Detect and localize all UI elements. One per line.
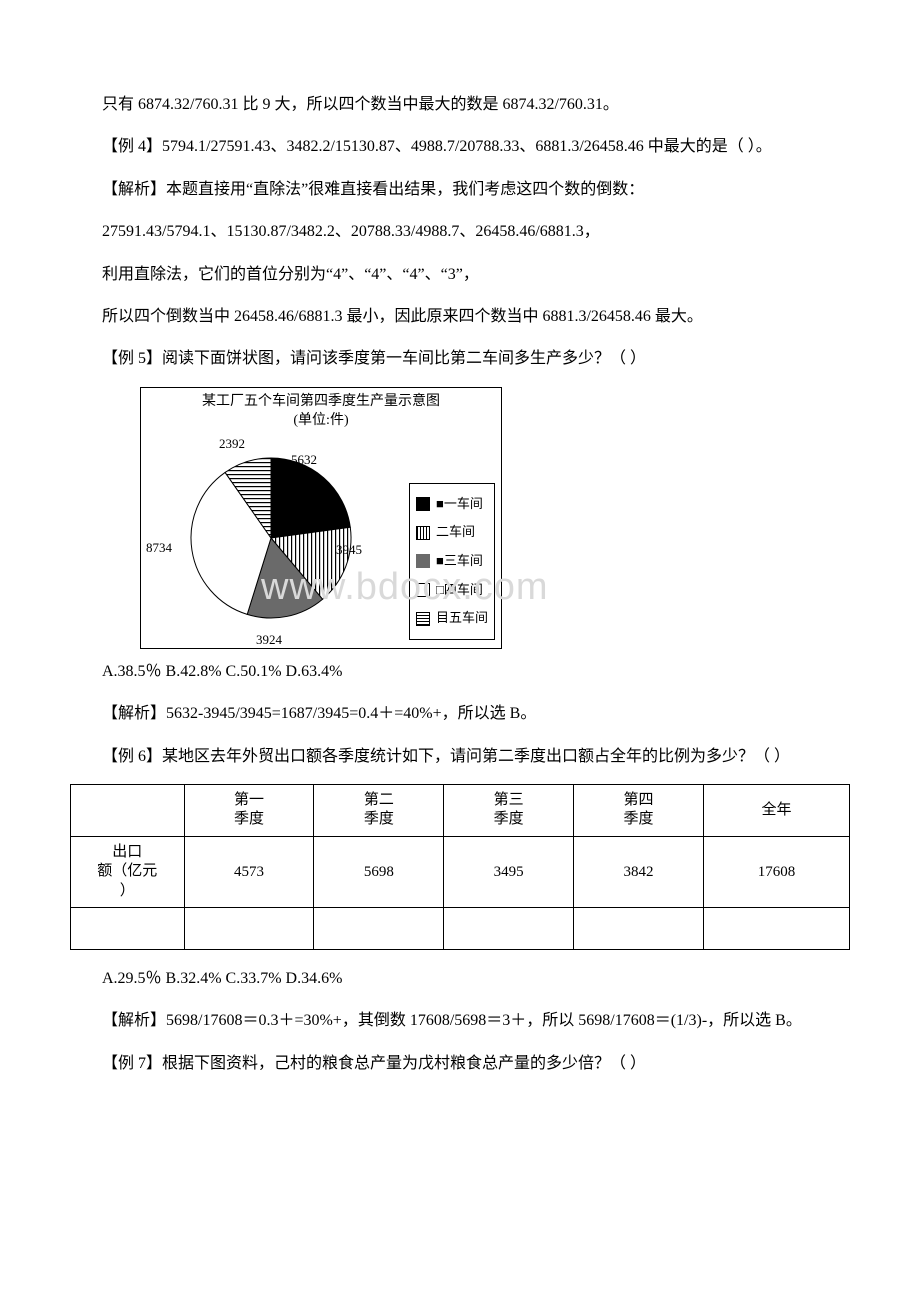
example-6: 【例 6】某地区去年外贸出口额各季度统计如下，请问第二季度出口额占全年的比例为多…: [70, 742, 850, 772]
analysis-6: 【解析】5698/17608＝0.3＋=30%+，其倒数 17608/5698＝…: [70, 1006, 850, 1036]
legend-row-3: ■三车间: [416, 549, 488, 574]
th-q3a: 第三: [494, 792, 524, 808]
pie-value-5: 2392: [219, 432, 245, 457]
legend-label-2: 二车间: [436, 520, 475, 545]
th-q3b: 季度: [494, 811, 524, 827]
cell-q1: 4573: [184, 836, 314, 908]
chart-title-line2: (单位:件): [293, 413, 348, 428]
swatch-white-icon: [416, 583, 430, 597]
legend-row-5: 目五车间: [416, 606, 488, 631]
th-q2a: 第二: [364, 792, 394, 808]
legend-label-5: 五车间: [449, 606, 488, 631]
analysis-4b: 27591.43/5794.1、15130.87/3482.2、20788.33…: [70, 217, 850, 247]
swatch-vstripe-icon: [416, 526, 430, 540]
row-label-l3: ）: [120, 883, 135, 899]
analysis-5: 【解析】5632-3945/3945=1687/3945=0.4＋=40%+，所…: [70, 699, 850, 729]
empty-cell: [314, 908, 444, 950]
example-4: 【例 4】5794.1/27591.43、3482.2/15130.87、498…: [70, 132, 850, 162]
cell-q4: 3842: [574, 836, 704, 908]
pie-value-3: 3924: [256, 628, 282, 653]
pie-value-2: 3945: [336, 538, 362, 563]
analysis-4d: 所以四个倒数当中 26458.46/6881.3 最小，因此原来四个数当中 68…: [70, 302, 850, 332]
pie-chart: 某工厂五个车间第四季度生产量示意图 (单位:件) 5632 3945 3924 …: [140, 387, 502, 649]
th-q4b: 季度: [623, 811, 653, 827]
th-q1a: 第一: [234, 792, 264, 808]
legend-row-1: ■一车间: [416, 492, 488, 517]
legend-label-1: 一车间: [444, 492, 483, 517]
empty-cell: [71, 908, 185, 950]
pie-legend: ■一车间 二车间 ■三车间 □四车间 目五车间: [409, 483, 495, 640]
cell-total: 17608: [703, 836, 849, 908]
example-5: 【例 5】阅读下面饼状图，请问该季度第一车间比第二车间多生产多少？（ ）: [70, 344, 850, 374]
pie-value-4: 8734: [146, 536, 172, 561]
row-label: 出口 额（亿元 ）: [71, 836, 185, 908]
legend-label-3: 三车间: [444, 549, 483, 574]
th-q4a: 第四: [623, 792, 653, 808]
paragraph-1: 只有 6874.32/760.31 比 9 大，所以四个数当中最大的数是 687…: [70, 90, 850, 120]
legend-row-4: □四车间: [416, 578, 488, 603]
options-6: A.29.5％ B.32.4% C.33.7% D.34.6%: [70, 964, 850, 994]
export-table: 第一 季度 第二 季度 第三 季度 第四 季度 全年 出口 额（亿元 ） 457…: [70, 784, 850, 950]
row-label-l1: 出口: [112, 844, 142, 860]
chart-title: 某工厂五个车间第四季度生产量示意图 (单位:件): [141, 388, 501, 431]
table-row: 出口 额（亿元 ） 4573 5698 3495 3842 17608: [71, 836, 850, 908]
th-q2b: 季度: [364, 811, 394, 827]
options-5: A.38.5％ B.42.8% C.50.1% D.63.4%: [70, 657, 850, 687]
th-blank: [71, 784, 185, 836]
row-label-l2: 额（亿元: [97, 863, 157, 879]
empty-cell: [703, 908, 849, 950]
th-total: 全年: [703, 784, 849, 836]
swatch-gray-icon: [416, 554, 430, 568]
th-q1b: 季度: [234, 811, 264, 827]
chart-title-line1: 某工厂五个车间第四季度生产量示意图: [202, 394, 440, 409]
empty-cell: [184, 908, 314, 950]
legend-label-4: 四车间: [444, 578, 483, 603]
swatch-black-icon: [416, 497, 430, 511]
th-q1: 第一 季度: [184, 784, 314, 836]
legend-row-2: 二车间: [416, 520, 488, 545]
example-7: 【例 7】根据下图资料，己村的粮食总产量为戊村粮食总产量的多少倍？（ ）: [70, 1049, 850, 1079]
empty-cell: [574, 908, 704, 950]
th-q3: 第三 季度: [444, 784, 574, 836]
empty-cell: [444, 908, 574, 950]
table-header-row: 第一 季度 第二 季度 第三 季度 第四 季度 全年: [71, 784, 850, 836]
analysis-4c: 利用直除法，它们的首位分别为“4”、“4”、“4”、“3”，: [70, 260, 850, 290]
analysis-4a: 【解析】本题直接用“直除法”很难直接看出结果，我们考虑这四个数的倒数：: [70, 175, 850, 205]
pie-value-1: 5632: [291, 448, 317, 473]
swatch-hstripe-icon: [416, 612, 430, 626]
cell-q2: 5698: [314, 836, 444, 908]
cell-q3: 3495: [444, 836, 574, 908]
th-q4: 第四 季度: [574, 784, 704, 836]
th-q2: 第二 季度: [314, 784, 444, 836]
table-empty-row: [71, 908, 850, 950]
